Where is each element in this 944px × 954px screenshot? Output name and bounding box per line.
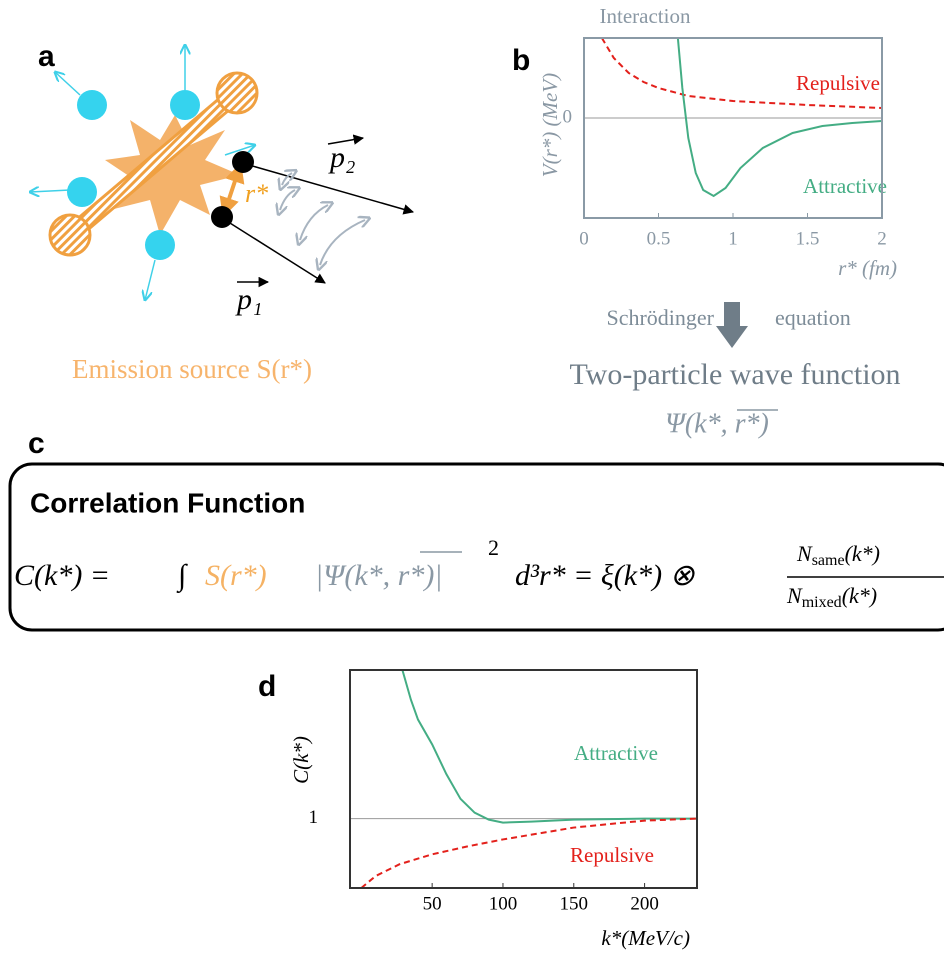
wave-function: Ψ(k*, r*) bbox=[665, 408, 769, 439]
x-tick-label: 0.5 bbox=[647, 228, 671, 249]
series-label: Repulsive bbox=[570, 843, 654, 867]
x-tick-label: 1 bbox=[728, 228, 738, 249]
x-tick-label: 150 bbox=[560, 893, 589, 914]
formula-denominator: Nmixed(k*) bbox=[786, 583, 877, 611]
x-tick-label: 2 bbox=[877, 228, 887, 249]
y-tick-label: 0 bbox=[563, 106, 573, 127]
y-tick-label: 1 bbox=[309, 807, 319, 828]
formula-part: (k*) bbox=[842, 583, 877, 608]
formula-part: N bbox=[786, 583, 803, 608]
x-tick-label: 50 bbox=[423, 893, 442, 914]
arrow-label: Schrödinger bbox=[606, 305, 714, 330]
distance-label: r* bbox=[245, 179, 268, 208]
x-axis-label: r* (fm) bbox=[838, 256, 897, 280]
chart-title: Interaction bbox=[600, 4, 691, 28]
formula-title: Correlation Function bbox=[30, 487, 305, 518]
formula-part: N bbox=[796, 541, 813, 566]
x-tick-label: 1.5 bbox=[796, 228, 820, 249]
x-tick-label: 0 bbox=[579, 228, 589, 249]
panel-label: d bbox=[258, 670, 276, 703]
x-tick-label: 100 bbox=[489, 893, 518, 914]
y-axis-label: V(r*) (MeV) bbox=[538, 73, 562, 177]
formula-part: d³r* = ξ(k*) ⊗ bbox=[515, 559, 696, 592]
formula-part: C(k*) = bbox=[14, 559, 110, 592]
formula-part: ∫ bbox=[176, 559, 188, 594]
formula-numerator: Nsame(k*) bbox=[796, 541, 880, 569]
formula-part: 2 bbox=[488, 535, 499, 560]
y-axis-label: C(k*) bbox=[289, 736, 313, 784]
series-label: Repulsive bbox=[796, 71, 880, 95]
formula-part: same bbox=[812, 552, 845, 569]
x-tick-label: 200 bbox=[630, 893, 659, 914]
series-line bbox=[678, 38, 882, 196]
arrow-label: equation bbox=[775, 305, 851, 330]
panel-label: a bbox=[38, 40, 55, 73]
figure: a p₂ p₁ r* Emission source S(r*) b Schrö… bbox=[0, 0, 944, 954]
formula-part: (k*) bbox=[845, 541, 880, 566]
series-label: Attractive bbox=[574, 741, 658, 765]
panel-label: c bbox=[28, 427, 45, 460]
down-arrow bbox=[716, 302, 748, 348]
momentum-label: p₁ bbox=[235, 283, 262, 316]
momentum-label: p₂ bbox=[328, 141, 355, 174]
x-axis-label: k*(MeV/c) bbox=[601, 926, 690, 950]
page: a p₂ p₁ r* Emission source S(r*) b Schrö… bbox=[0, 0, 944, 954]
series-label: Attractive bbox=[803, 174, 887, 198]
source-diagram bbox=[30, 45, 413, 300]
result-label: Two-particle wave function bbox=[569, 358, 900, 391]
formula-part: mixed bbox=[802, 594, 842, 611]
source-label: Emission source S(r*) bbox=[72, 354, 312, 384]
formula-part: |Ψ(k*, r*)| bbox=[315, 559, 443, 592]
formula-part: S(r*) bbox=[205, 559, 267, 592]
panel-label: b bbox=[512, 44, 530, 77]
